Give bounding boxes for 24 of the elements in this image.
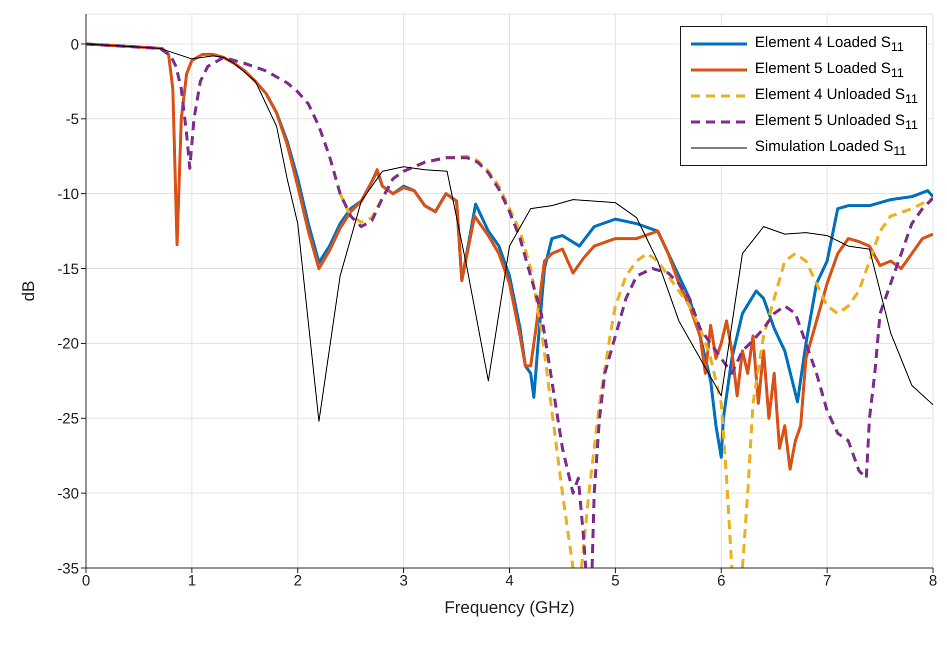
y-tick-label: 0 — [70, 36, 79, 54]
legend-label: Simulation Loaded S$_{11}$ — [754, 138, 906, 158]
legend-label: Element 4 Loaded S$_{11}$ — [754, 34, 904, 54]
y-tick-label: -25 — [57, 410, 79, 428]
x-axis-title: Frequency (GHz) — [444, 598, 575, 617]
y-tick-label: -15 — [57, 260, 79, 278]
legend-label: Element 5 Unloaded S$_{11}$ — [754, 112, 918, 132]
x-tick-label: 4 — [505, 572, 514, 590]
x-tick-label: 6 — [717, 572, 726, 590]
y-tick-label: -35 — [57, 560, 79, 578]
y-tick-label: -5 — [66, 111, 79, 128]
y-tick-label: -20 — [57, 336, 79, 353]
x-tick-label: 0 — [82, 572, 90, 590]
x-tick-label: 1 — [188, 572, 196, 590]
y-tick-label: -10 — [57, 186, 79, 203]
x-tick-label: 3 — [399, 572, 408, 590]
x-tick-label: 2 — [294, 572, 302, 590]
y-axis-title: dB — [19, 280, 38, 302]
x-tick-label: 5 — [611, 572, 620, 590]
legend-label: Element 4 Unloaded S$_{11}$ — [754, 86, 918, 106]
y-tick-label: -30 — [57, 485, 79, 502]
x-tick-label: 7 — [822, 572, 832, 590]
x-tick-label: 8 — [928, 572, 938, 590]
legend-label: Element 5 Loaded S$_{11}$ — [754, 60, 904, 80]
